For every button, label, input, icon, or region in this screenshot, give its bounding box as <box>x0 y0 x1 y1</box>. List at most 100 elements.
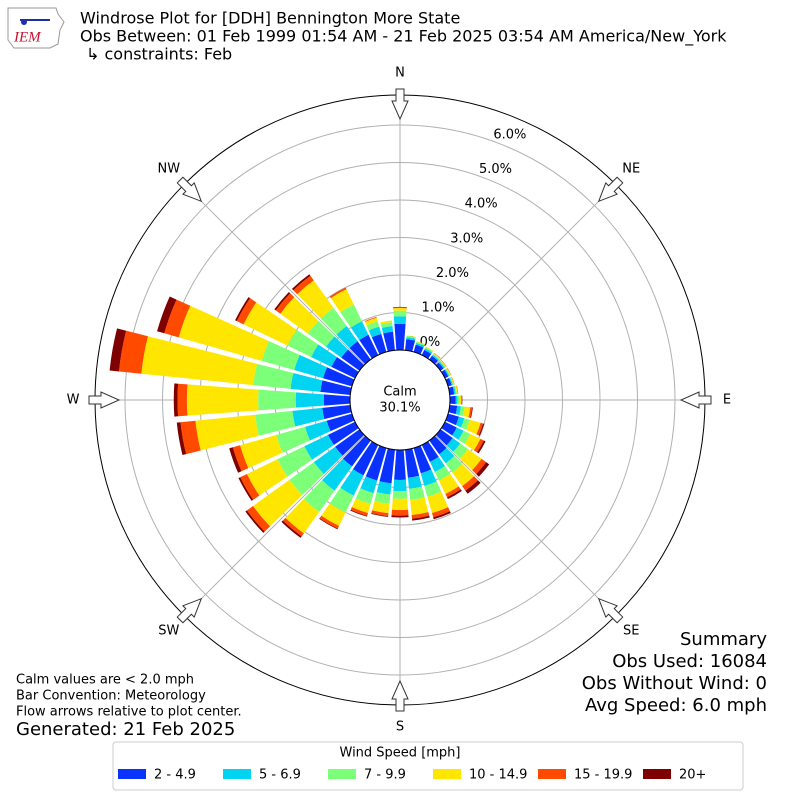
compass-arrow <box>176 176 203 203</box>
wind-bar <box>435 362 444 371</box>
wind-bar <box>350 321 369 341</box>
wind-bar <box>282 517 304 537</box>
wind-bar <box>366 321 380 331</box>
grid-spoke <box>435 435 617 617</box>
wind-bar <box>452 386 456 395</box>
arrow-shape <box>679 391 712 409</box>
wind-bar <box>431 354 440 361</box>
wind-bar <box>325 336 349 358</box>
wind-bar <box>329 287 347 299</box>
wind-bar <box>406 335 416 339</box>
grid-spoke <box>183 183 365 365</box>
r-tick-label: 6.0% <box>493 127 526 142</box>
calm-label: Calm <box>383 385 416 400</box>
wind-bar <box>441 369 449 379</box>
wind-bar <box>280 297 319 334</box>
legend-label: 15 - 19.9 <box>574 768 632 783</box>
wind-bar <box>320 307 347 335</box>
logo-text: IEM <box>13 29 42 45</box>
logo-dot <box>21 19 27 25</box>
wind-bar <box>455 385 458 395</box>
direction-label: SE <box>623 624 639 639</box>
wind-bar <box>281 520 302 538</box>
wind-bar <box>319 518 338 530</box>
compass-arrow <box>391 679 409 712</box>
wind-bar <box>465 480 481 494</box>
wind-bar <box>439 447 455 464</box>
arrow-shape <box>597 597 624 624</box>
wind-bar <box>319 515 340 529</box>
summary: Obs Without Wind: 0 <box>582 673 767 694</box>
r-tick-label: 5.0% <box>479 162 512 177</box>
r-tick-label: 2.0% <box>436 266 469 281</box>
wind-bar <box>429 355 438 365</box>
wind-bar <box>405 448 420 478</box>
compass-arrow <box>88 391 121 409</box>
wind-bar <box>350 509 368 517</box>
wind-bar <box>427 491 449 514</box>
wind-bar <box>420 469 437 486</box>
wind-bar <box>413 344 424 355</box>
wind-bar <box>416 341 425 346</box>
wind-bar <box>303 480 335 513</box>
wind-bar <box>365 445 387 481</box>
legend-swatch <box>538 769 566 779</box>
wind-bar <box>229 447 242 473</box>
wind-bar <box>407 475 422 489</box>
arrow-shape <box>88 391 121 409</box>
wind-bar <box>478 423 485 436</box>
wind-bar <box>445 377 452 387</box>
wind-bar <box>394 449 406 480</box>
legend-swatch <box>433 769 461 779</box>
constraints: ↳ constraints: Feb <box>86 45 232 64</box>
wind-bar <box>352 441 379 476</box>
wind-bar <box>459 406 465 416</box>
r-tick-label: 3.0% <box>450 231 483 246</box>
wind-bar <box>275 293 295 314</box>
wind-bar <box>176 422 187 456</box>
wind-bar <box>285 499 320 534</box>
legend-box <box>112 741 744 791</box>
wind-bar <box>464 434 481 451</box>
logo-outline <box>7 7 65 49</box>
wind-bar <box>322 458 353 491</box>
wind-bar <box>322 405 352 420</box>
wind-bar <box>355 488 374 505</box>
wind-bar <box>412 515 430 521</box>
wind-bar <box>173 383 179 417</box>
wind-bar <box>232 445 249 472</box>
arrow-shape <box>176 597 203 624</box>
wind-bar <box>463 406 471 418</box>
wind-bar <box>433 511 451 520</box>
wind-bar <box>350 507 369 516</box>
wind-bar <box>371 333 387 355</box>
wind-bar <box>195 414 259 451</box>
direction-label: E <box>723 393 731 408</box>
wind-bar <box>393 310 407 317</box>
wind-bar <box>180 420 201 455</box>
note: Bar Convention: Meteorology <box>16 689 206 704</box>
wind-bar <box>452 427 464 440</box>
wind-bar <box>421 441 439 462</box>
wind-bar <box>364 317 378 326</box>
wind-bar <box>335 429 365 456</box>
wind-bar <box>429 435 447 455</box>
direction-label: NW <box>157 161 180 176</box>
wind-bar <box>342 435 371 467</box>
wind-bar <box>468 407 473 418</box>
generated: Generated: 21 Feb 2025 <box>16 719 235 740</box>
wind-bar <box>246 506 271 532</box>
wind-bar <box>340 304 362 328</box>
wind-bar <box>376 481 392 495</box>
wind-bar <box>457 395 460 405</box>
wind-bar <box>238 477 254 501</box>
wind-bar <box>477 440 486 454</box>
wind-bar <box>405 339 416 352</box>
wind-bar <box>323 394 351 406</box>
wind-bar <box>320 380 352 395</box>
wind-bar <box>371 513 389 517</box>
wind-bar <box>411 512 430 519</box>
arrow-shape <box>176 176 203 203</box>
summary: Avg Speed: 6.0 mph <box>585 695 767 716</box>
